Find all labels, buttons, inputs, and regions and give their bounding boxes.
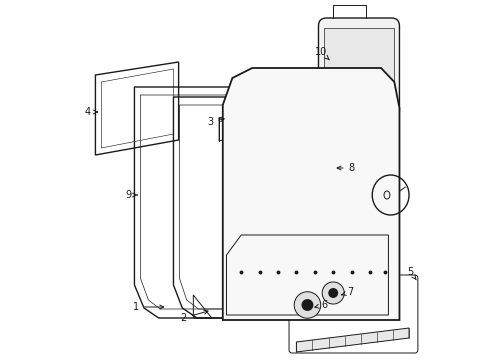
FancyBboxPatch shape bbox=[318, 18, 399, 118]
Text: 4: 4 bbox=[85, 107, 97, 117]
Polygon shape bbox=[223, 68, 399, 320]
Polygon shape bbox=[281, 108, 298, 125]
Circle shape bbox=[327, 288, 338, 298]
FancyBboxPatch shape bbox=[288, 275, 417, 353]
Text: 3: 3 bbox=[207, 117, 224, 127]
Text: 5: 5 bbox=[407, 267, 415, 280]
Circle shape bbox=[301, 299, 313, 311]
Text: 2: 2 bbox=[180, 310, 207, 323]
Text: 6: 6 bbox=[314, 300, 327, 310]
Bar bbox=[324, 28, 393, 108]
Text: 7: 7 bbox=[341, 287, 352, 297]
Circle shape bbox=[322, 282, 344, 304]
Circle shape bbox=[294, 292, 320, 318]
Polygon shape bbox=[296, 328, 408, 352]
Text: 10: 10 bbox=[314, 47, 328, 60]
Text: 9: 9 bbox=[125, 190, 137, 200]
Text: 8: 8 bbox=[336, 163, 354, 173]
Text: 1: 1 bbox=[133, 302, 163, 312]
